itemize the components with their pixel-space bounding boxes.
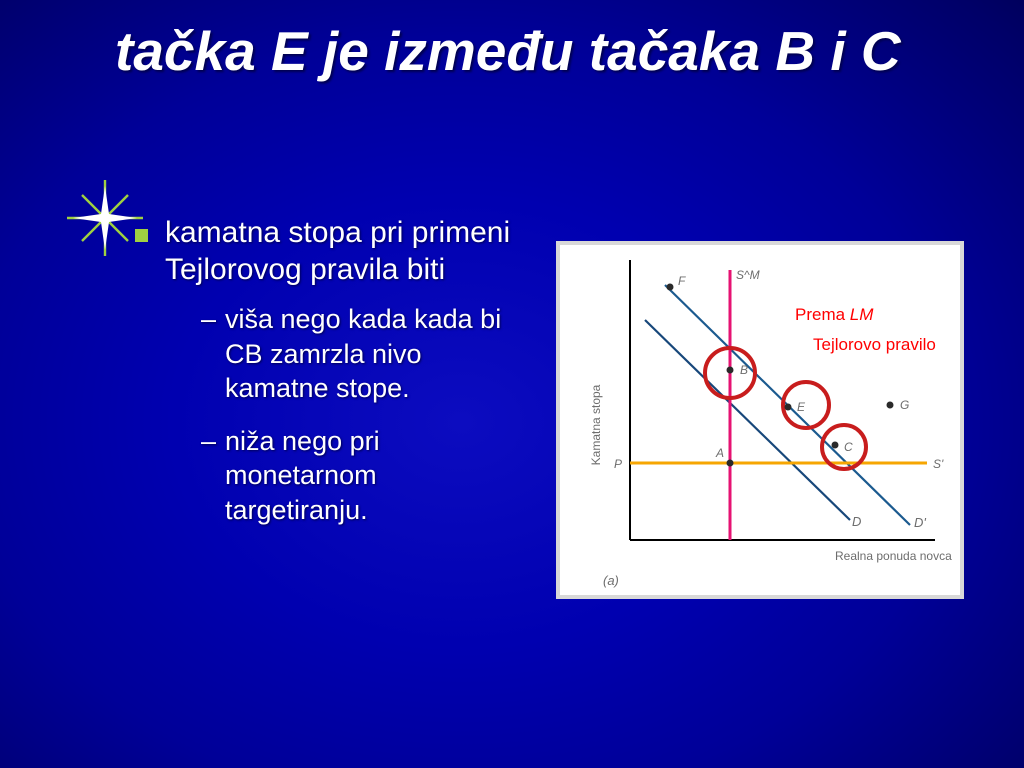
- svg-text:Kamatna stopa: Kamatna stopa: [589, 384, 603, 465]
- svg-text:B: B: [740, 363, 748, 377]
- svg-text:F: F: [678, 274, 686, 288]
- svg-text:S^M: S^M: [736, 268, 760, 282]
- svg-text:(a): (a): [603, 573, 619, 588]
- svg-text:C: C: [844, 440, 853, 454]
- slide: tačka E je između tačaka B i C kamatna s…: [0, 0, 1024, 768]
- annotation-lm-prefix: Prema: [795, 305, 850, 324]
- svg-text:S': S': [933, 457, 944, 471]
- svg-text:D': D': [914, 515, 926, 530]
- svg-text:P: P: [614, 457, 622, 471]
- slide-title: tačka E je između tačaka B i C: [115, 22, 935, 81]
- svg-text:D: D: [852, 514, 861, 529]
- sparkle-decor: [65, 178, 145, 258]
- bullet-sub-1: viša nego kada kada bi CB zamrzla nivo k…: [201, 302, 515, 406]
- body-text: kamatna stopa pri primeni Tejlorovog pra…: [135, 215, 515, 545]
- svg-text:Realna ponuda novca: Realna ponuda novca: [835, 549, 952, 563]
- bullet-main: kamatna stopa pri primeni Tejlorovog pra…: [135, 215, 515, 527]
- svg-text:E: E: [797, 400, 806, 414]
- bullet-main-text: kamatna stopa pri primeni Tejlorovog pra…: [165, 216, 510, 286]
- annotation-lm: Prema LM: [795, 305, 873, 325]
- svg-text:A: A: [715, 446, 724, 460]
- chart-svg: Kamatna stopa Realna ponuda novca (a) D D' S^…: [560, 245, 960, 595]
- chart-panel: Kamatna stopa Realna ponuda novca (a) D D' S^…: [560, 245, 960, 595]
- bullet-sub-2: niža nego pri monetarnom targetiranju.: [201, 424, 515, 528]
- svg-text:G: G: [900, 398, 909, 412]
- annotation-lm-emph: LM: [850, 305, 874, 324]
- annotation-taylor: Tejlorovo pravilo: [813, 335, 936, 355]
